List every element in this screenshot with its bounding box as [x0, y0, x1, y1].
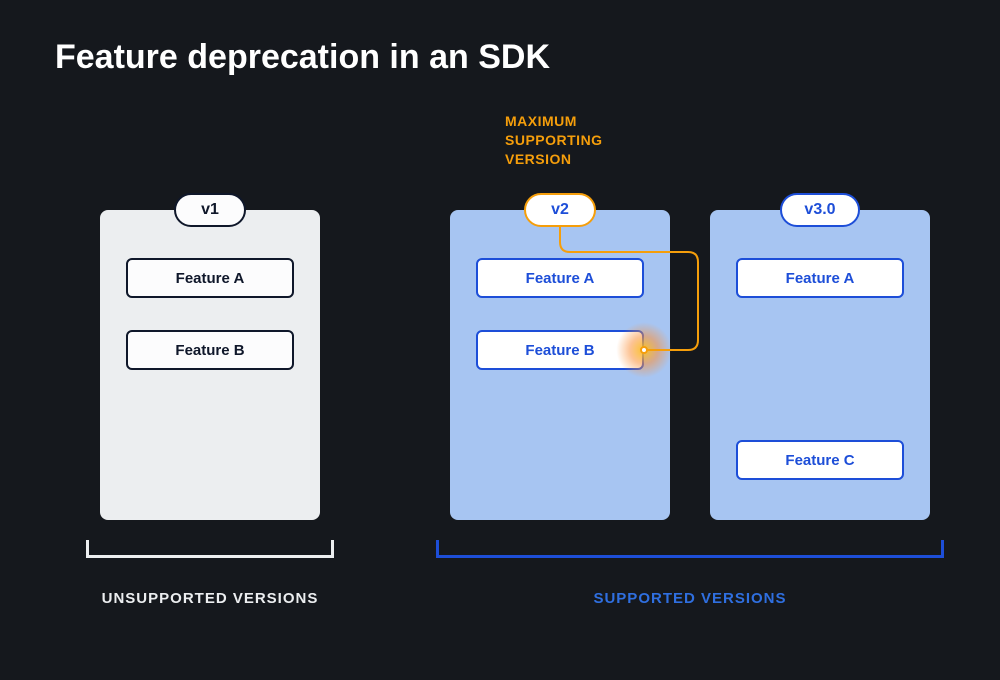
- annotation-line: VERSION: [505, 150, 603, 169]
- feature-box: Feature C: [736, 440, 904, 480]
- feature-box: Feature B: [476, 330, 644, 370]
- feature-box: Feature A: [476, 258, 644, 298]
- group-bracket: [436, 540, 944, 558]
- max-supporting-annotation: MAXIMUMSUPPORTINGVERSION: [505, 112, 603, 169]
- feature-box: Feature B: [126, 330, 294, 370]
- diagram-canvas: Feature deprecation in an SDKMAXIMUMSUPP…: [0, 0, 1000, 680]
- group-label: SUPPORTED VERSIONS: [436, 590, 944, 607]
- version-pill-v2: v2: [524, 193, 596, 227]
- annotation-line: SUPPORTING: [505, 131, 603, 150]
- group-label: UNSUPPORTED VERSIONS: [86, 590, 334, 607]
- feature-box: Feature A: [736, 258, 904, 298]
- feature-box: Feature A: [126, 258, 294, 298]
- connector-endpoint: [640, 346, 648, 354]
- group-bracket: [86, 540, 334, 558]
- annotation-line: MAXIMUM: [505, 112, 603, 131]
- version-pill-v1: v1: [174, 193, 246, 227]
- version-pill-v3: v3.0: [780, 193, 860, 227]
- diagram-title: Feature deprecation in an SDK: [55, 38, 550, 77]
